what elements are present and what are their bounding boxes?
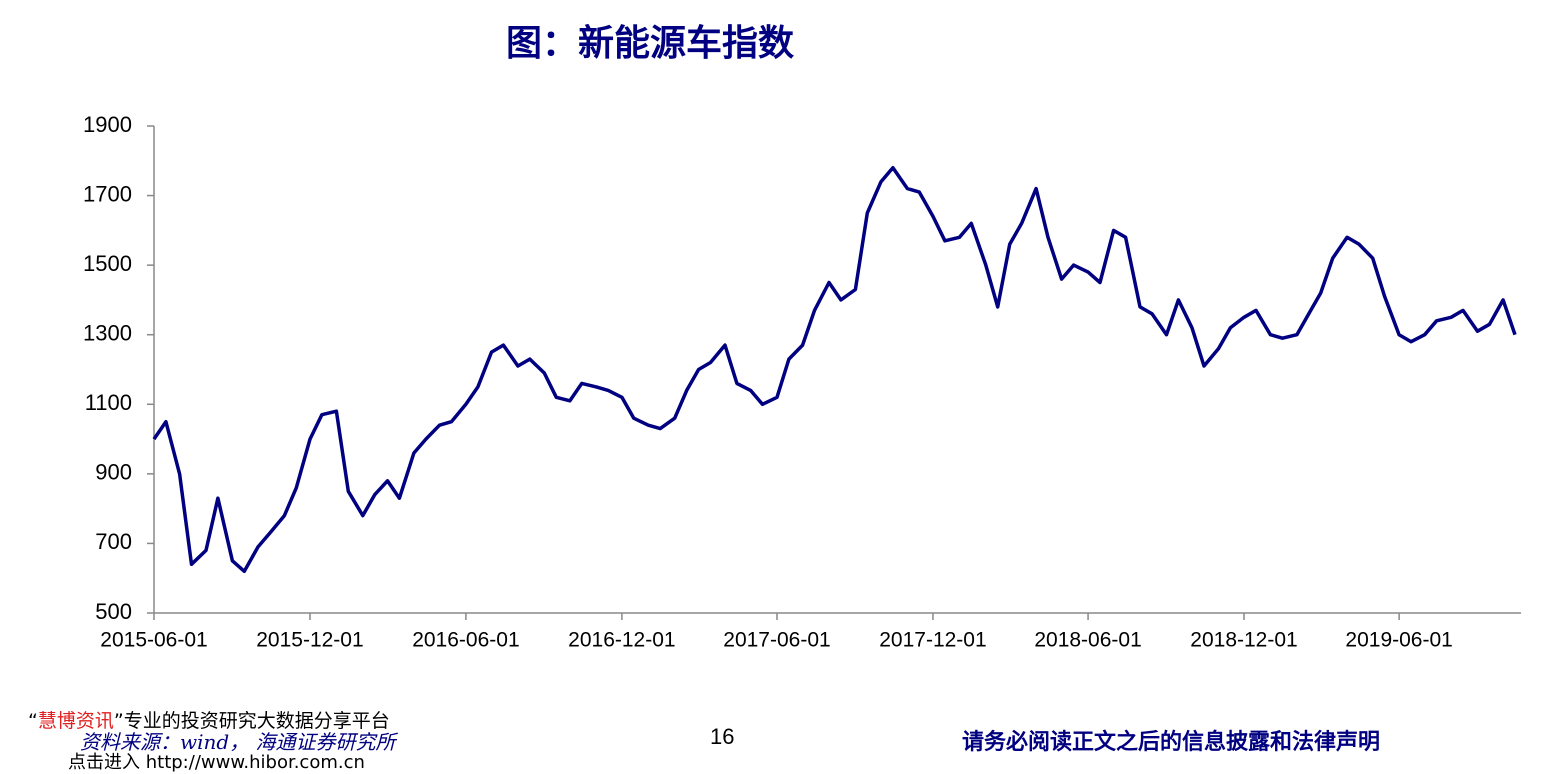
x-tick-label: 2015-12-01	[256, 629, 363, 652]
url: http://www.hibor.com.cn	[145, 752, 365, 773]
x-tick-label: 2017-06-01	[723, 629, 830, 652]
brand: 慧博资讯	[37, 710, 114, 732]
watermark: “慧博资讯”专业的投资研究大数据分享平台	[28, 706, 390, 733]
click-link[interactable]: 点击进入 http://www.hibor.com.cn	[68, 748, 365, 774]
y-tick-label: 500	[95, 599, 132, 624]
disclaimer: 请务必阅读正文之后的信息披露和法律声明	[962, 729, 1381, 755]
click-text: 点击进入	[68, 752, 140, 773]
y-tick-label: 1500	[83, 251, 132, 276]
x-tick-label: 2018-12-01	[1190, 629, 1297, 652]
quote: “	[28, 710, 38, 732]
y-tick-label: 1700	[83, 181, 132, 206]
y-tick-label: 1300	[83, 321, 132, 346]
y-tick-label: 1100	[85, 390, 132, 415]
chart: 图：新能源车指数 500 700 900 1100 1300 1500 1700 1900 20…	[83, 22, 1521, 652]
x-tick-label: 2017-12-01	[879, 629, 986, 652]
x-tick-label: 2016-06-01	[412, 629, 519, 652]
y-tick-label: 700	[95, 529, 132, 554]
line-series	[152, 165, 1517, 574]
source: 资料来源：wind， 海通证券研究所	[80, 730, 396, 754]
page-number: 16	[710, 724, 735, 749]
slogan: ”专业的投资研究大数据分享平台	[113, 710, 390, 732]
x-tick-label: 2015-06-01	[100, 629, 207, 652]
y-tick-label: 900	[95, 460, 132, 485]
x-tick-label: 2019-06-01	[1345, 629, 1452, 652]
y-tick-label: 1900	[83, 112, 132, 137]
x-tick-label: 2018-06-01	[1034, 629, 1141, 652]
x-tick-label: 2016-12-01	[568, 629, 675, 652]
chart-title: 图：新能源车指数	[506, 22, 794, 64]
